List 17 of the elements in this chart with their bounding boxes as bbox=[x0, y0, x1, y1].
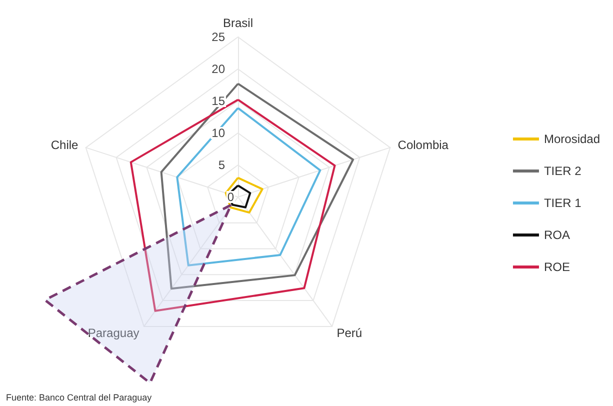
spoke-label: Perú bbox=[336, 326, 362, 340]
y-tick-label: 20 bbox=[212, 62, 226, 76]
spoke-label: Paraguay bbox=[88, 326, 140, 340]
spoke-label: Colombia bbox=[398, 138, 449, 152]
legend-label: Morosidad bbox=[544, 132, 600, 146]
legend-label: TIER 1 bbox=[544, 196, 582, 210]
y-tick-label: 10 bbox=[212, 126, 226, 140]
legend-label: TIER 2 bbox=[544, 164, 582, 178]
y-tick-label: 0 bbox=[227, 190, 234, 204]
spoke-label: Brasil bbox=[222, 16, 254, 30]
legend-label: ROE bbox=[544, 260, 570, 274]
y-tick-label: 25 bbox=[212, 30, 226, 44]
spoke-label: Chile bbox=[50, 138, 79, 152]
legend-label: ROA bbox=[544, 228, 570, 242]
y-tick-label: 15 bbox=[212, 94, 226, 108]
y-tick-label: 5 bbox=[218, 158, 226, 172]
source-note: Fuente: Banco Central del Paraguay bbox=[6, 392, 152, 402]
